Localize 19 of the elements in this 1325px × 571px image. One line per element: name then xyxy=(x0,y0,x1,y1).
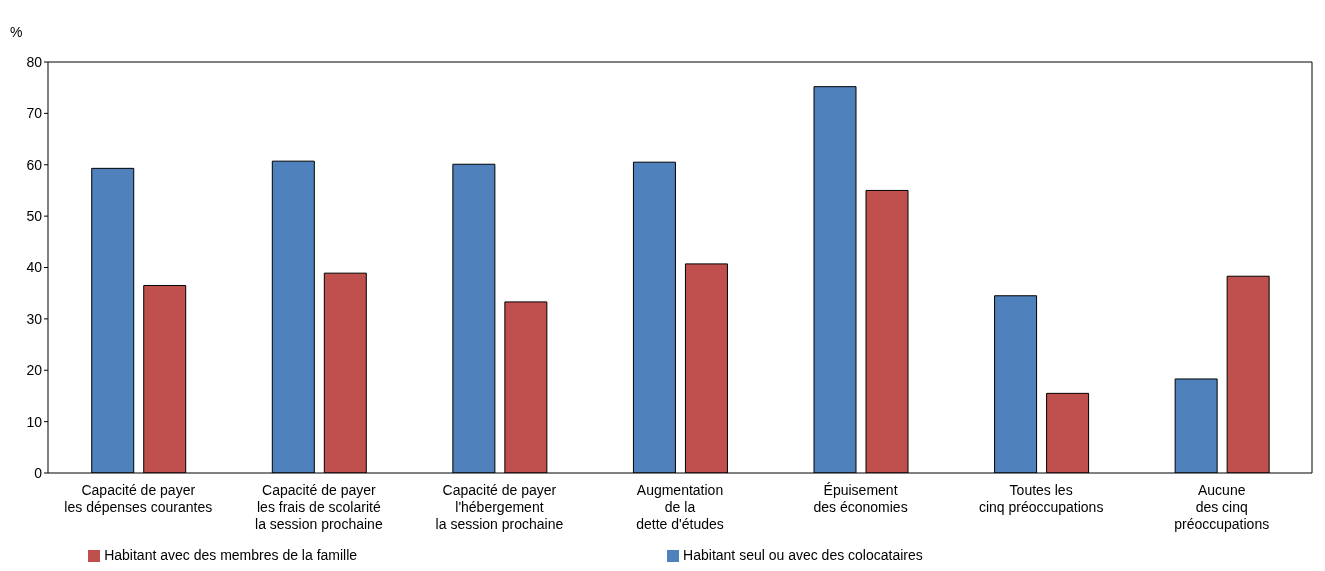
y-tick-label: 20 xyxy=(26,362,43,379)
x-tick-label: Capacité de payer les frais de scolarité la session prochaine xyxy=(255,482,383,532)
y-axis-title: % xyxy=(10,24,23,40)
y-tick-label: 0 xyxy=(34,464,43,481)
y-tick-label: 10 xyxy=(26,413,43,430)
y-tick-label: 50 xyxy=(26,208,43,225)
y-tick-label: 40 xyxy=(26,259,43,276)
x-tick-label: Aucune des cinq préoccupations xyxy=(1174,482,1270,532)
x-tick-label: Capacité de payer les dépenses courantes xyxy=(64,482,213,515)
x-tick-label: Capacité de payer l'hébergement la session prochaine xyxy=(435,482,564,532)
y-tick-label: 60 xyxy=(26,156,43,173)
y-tick-label: 30 xyxy=(26,310,43,327)
x-tick-label: Augmentation de la dette d'études xyxy=(636,482,724,532)
x-tick-label: Toutes les cinq préoccupations xyxy=(978,482,1104,515)
y-tick-label: 80 xyxy=(26,53,43,70)
legend-label: Habitant seul ou avec des colocataires xyxy=(683,547,923,563)
legend-label: Habitant avec des membres de la famille xyxy=(104,547,358,563)
y-tick-label: 70 xyxy=(26,105,43,122)
x-tick-label: Épuisement des économies xyxy=(813,482,908,515)
